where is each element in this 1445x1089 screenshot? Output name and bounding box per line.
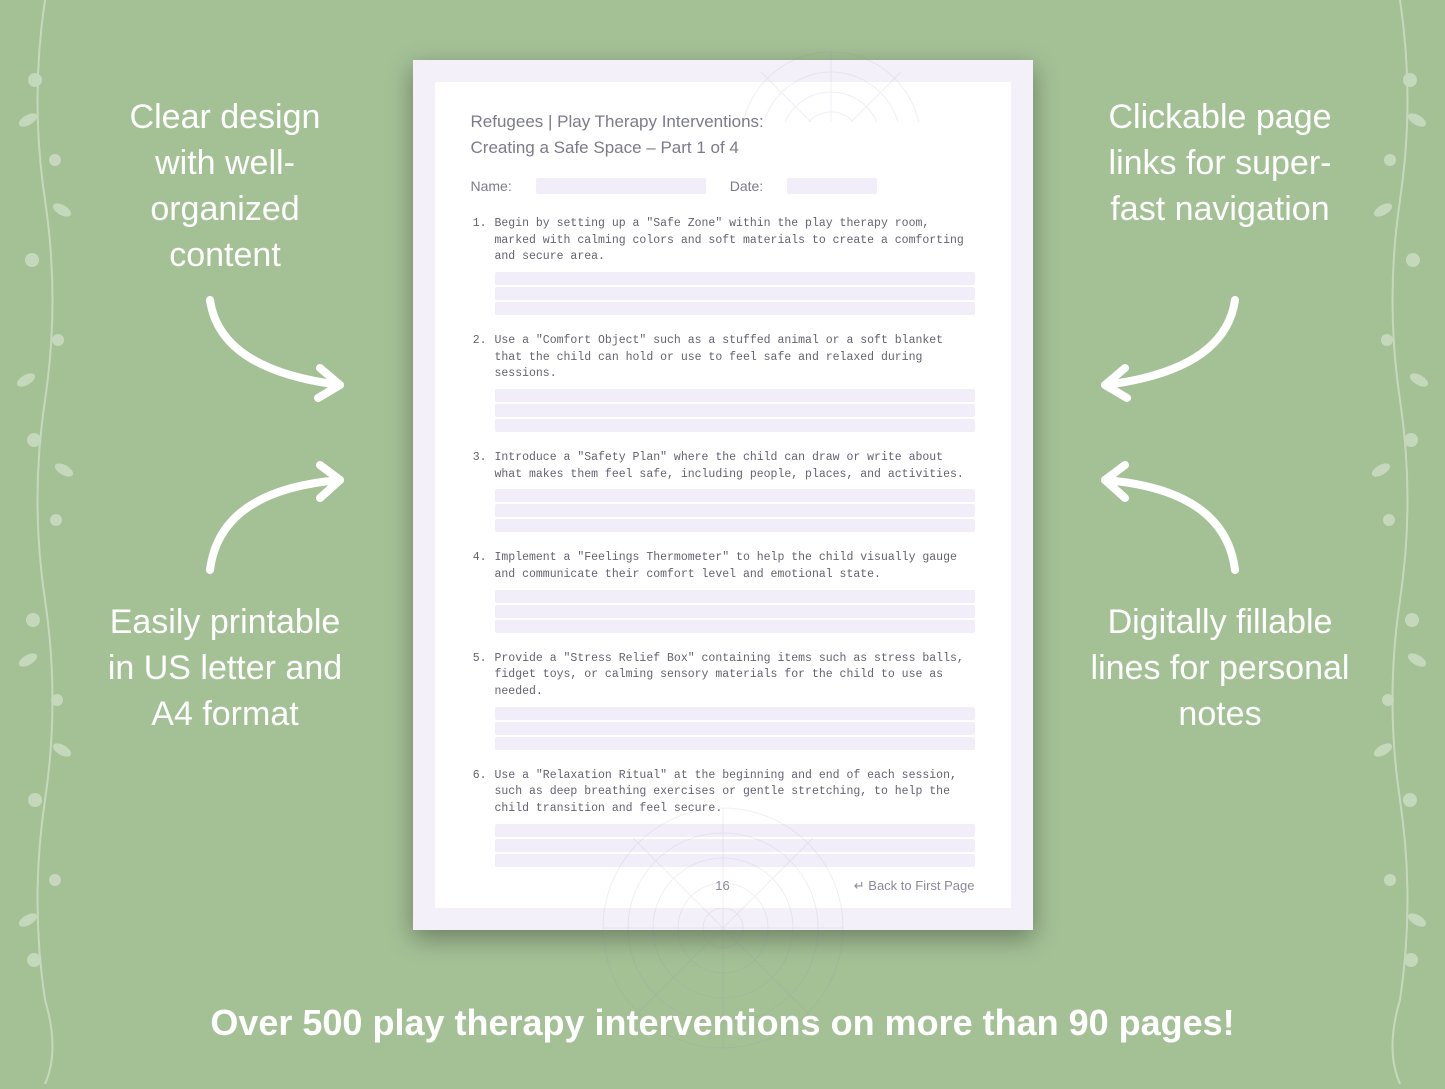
- item-text: Use a "Comfort Object" such as a stuffed…: [495, 333, 975, 383]
- fillable-lines[interactable]: [495, 824, 975, 867]
- fillable-line[interactable]: [495, 287, 975, 300]
- fillable-lines[interactable]: [495, 489, 975, 532]
- arrow-bottom-left: [180, 450, 380, 580]
- intervention-item: 4.Implement a "Feelings Thermometer" to …: [471, 550, 975, 632]
- document-meta-row: Name: Date:: [471, 178, 975, 194]
- fillable-line[interactable]: [495, 419, 975, 432]
- document-inner: Refugees | Play Therapy Interventions: C…: [435, 82, 1011, 908]
- arrow-top-left: [180, 290, 380, 410]
- fillable-line[interactable]: [495, 824, 975, 837]
- item-number: 2.: [471, 333, 487, 383]
- callout-bottom-left: Easily printable in US letter and A4 for…: [95, 600, 355, 738]
- item-number: 6.: [471, 768, 487, 818]
- fillable-line[interactable]: [495, 404, 975, 417]
- intervention-item: 2.Use a "Comfort Object" such as a stuff…: [471, 333, 975, 432]
- document-subtitle: Creating a Safe Space – Part 1 of 4: [471, 138, 975, 158]
- items-list: 1.Begin by setting up a "Safe Zone" with…: [471, 216, 975, 867]
- arrow-top-right: [1065, 290, 1265, 410]
- fillable-lines[interactable]: [495, 590, 975, 633]
- callout-top-left: Clear design with well-organized content: [95, 95, 355, 279]
- date-field[interactable]: [787, 178, 877, 194]
- name-field[interactable]: [536, 178, 706, 194]
- fillable-line[interactable]: [495, 504, 975, 517]
- fillable-line[interactable]: [495, 839, 975, 852]
- fillable-lines[interactable]: [495, 272, 975, 315]
- item-number: 5.: [471, 651, 487, 701]
- intervention-item: 3.Introduce a "Safety Plan" where the ch…: [471, 450, 975, 532]
- fillable-line[interactable]: [495, 489, 975, 502]
- decorative-vine-left: [0, 0, 90, 1084]
- item-number: 3.: [471, 450, 487, 483]
- fillable-line[interactable]: [495, 854, 975, 867]
- fillable-lines[interactable]: [495, 707, 975, 750]
- date-label: Date:: [730, 178, 763, 194]
- fillable-line[interactable]: [495, 272, 975, 285]
- fillable-line[interactable]: [495, 389, 975, 402]
- fillable-line[interactable]: [495, 590, 975, 603]
- intervention-item: 6.Use a "Relaxation Ritual" at the begin…: [471, 768, 975, 867]
- item-text: Provide a "Stress Relief Box" containing…: [495, 651, 975, 701]
- fillable-line[interactable]: [495, 605, 975, 618]
- page-number: 16: [715, 878, 729, 893]
- fillable-line[interactable]: [495, 519, 975, 532]
- intervention-item: 1.Begin by setting up a "Safe Zone" with…: [471, 216, 975, 315]
- back-to-first-link[interactable]: ↵ Back to First Page: [854, 878, 975, 894]
- footer-banner: Over 500 play therapy interventions on m…: [0, 1002, 1445, 1044]
- fillable-lines[interactable]: [495, 389, 975, 432]
- callout-bottom-right: Digitally fillable lines for personal no…: [1090, 600, 1350, 738]
- name-label: Name:: [471, 178, 512, 194]
- document-page: Refugees | Play Therapy Interventions: C…: [413, 60, 1033, 930]
- document-title: Refugees | Play Therapy Interventions:: [471, 112, 975, 132]
- fillable-line[interactable]: [495, 620, 975, 633]
- item-text: Use a "Relaxation Ritual" at the beginni…: [495, 768, 975, 818]
- item-text: Implement a "Feelings Thermometer" to he…: [495, 550, 975, 583]
- mandala-decoration-top: [731, 42, 931, 122]
- item-text: Introduce a "Safety Plan" where the chil…: [495, 450, 975, 483]
- document-footer: 16 ↵ Back to First Page: [471, 878, 975, 894]
- intervention-item: 5.Provide a "Stress Relief Box" containi…: [471, 651, 975, 750]
- item-text: Begin by setting up a "Safe Zone" within…: [495, 216, 975, 266]
- fillable-line[interactable]: [495, 737, 975, 750]
- decorative-vine-right: [1355, 0, 1445, 1084]
- arrow-bottom-right: [1065, 450, 1265, 580]
- fillable-line[interactable]: [495, 707, 975, 720]
- item-number: 4.: [471, 550, 487, 583]
- item-number: 1.: [471, 216, 487, 266]
- fillable-line[interactable]: [495, 302, 975, 315]
- callout-top-right: Clickable page links for super-fast navi…: [1090, 95, 1350, 233]
- fillable-line[interactable]: [495, 722, 975, 735]
